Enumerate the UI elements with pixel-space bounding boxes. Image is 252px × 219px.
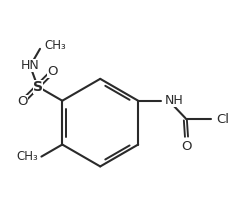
Text: O: O: [180, 140, 191, 153]
Text: O: O: [17, 95, 28, 108]
Text: HN: HN: [21, 59, 39, 72]
Text: S: S: [33, 79, 43, 94]
Text: NH: NH: [164, 94, 182, 107]
Text: CH₃: CH₃: [16, 150, 38, 163]
Text: CH₃: CH₃: [44, 39, 66, 52]
Text: Cl: Cl: [215, 113, 228, 126]
Text: O: O: [47, 65, 58, 78]
